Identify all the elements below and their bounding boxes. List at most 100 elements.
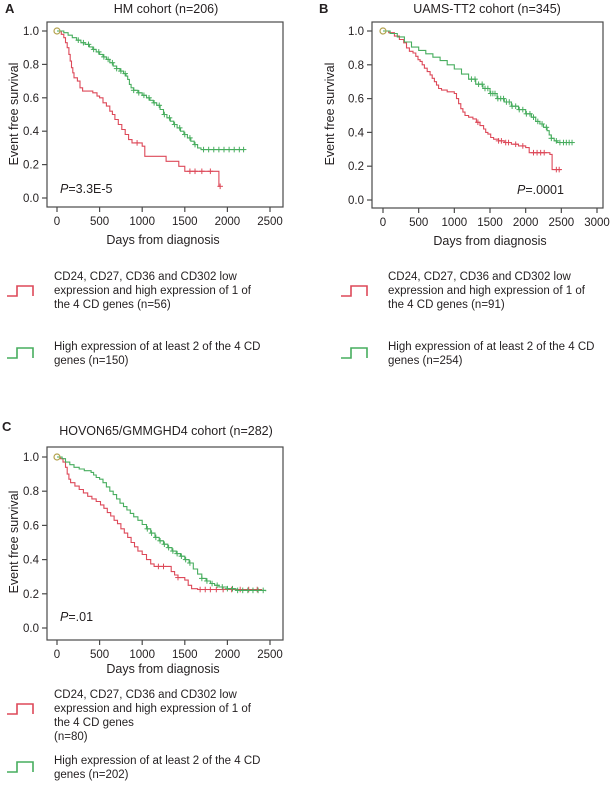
green-step-line-icon [7, 347, 34, 359]
red-step-line-icon [7, 703, 34, 715]
legend-line: CD24, CD27, CD36 and CD302 low [54, 689, 237, 701]
legend-line: the 4 CD genes (n=56) [54, 299, 171, 311]
legend-item-green-a: High expression of at least 2 of the 4 C… [6, 340, 306, 368]
svg-text:0.0: 0.0 [348, 195, 364, 207]
legend-line: genes (n=202) [54, 769, 129, 781]
svg-text:0.2: 0.2 [23, 589, 39, 601]
legend-label-red: CD24, CD27, CD36 and CD302 low expressio… [388, 270, 585, 312]
green-step-line-icon [7, 761, 34, 773]
svg-text:2000: 2000 [215, 216, 241, 228]
svg-text:0: 0 [380, 217, 386, 229]
svg-text:0.6: 0.6 [23, 520, 39, 532]
panel-letter-b: B [319, 1, 329, 16]
km-chart-c: 0.0 0.2 0.4 0.6 0.8 1.0 0 500 1000 1500 2000 2500 [23, 446, 284, 661]
km-chart-a: 0.0 0.2 0.4 0.6 0.8 1.0 0 500 1000 1500 2000 2500 [23, 21, 284, 228]
km-chart-b: 0.0 0.2 0.4 0.6 0.8 1.0 0 500 1000 1500 2000 2500 30… [348, 21, 610, 229]
svg-text:0.8: 0.8 [23, 486, 39, 498]
p-value-a: P=3.3E-5 [60, 182, 112, 196]
x-axis-label-a: Days from diagnosis [106, 233, 220, 247]
legend-key-red [340, 270, 388, 299]
legend-line: the 4 CD genes [54, 717, 134, 729]
svg-text:1.0: 1.0 [348, 26, 364, 38]
svg-text:0.8: 0.8 [23, 59, 39, 71]
svg-text:0.6: 0.6 [23, 93, 39, 105]
svg-text:2000: 2000 [513, 217, 539, 229]
svg-text:2000: 2000 [215, 649, 241, 661]
legend-item-green-b: High expression of at least 2 of the 4 C… [340, 340, 611, 368]
panel-title-b: UAMS-TT2 cohort (n=345) [413, 2, 561, 16]
red-step-line-icon [341, 285, 368, 297]
legend-item-red-c: CD24, CD27, CD36 and CD302 low expressio… [6, 688, 306, 744]
svg-text:0.8: 0.8 [348, 60, 364, 72]
legend-key-red [6, 688, 54, 717]
svg-text:1000: 1000 [442, 217, 468, 229]
svg-text:2500: 2500 [549, 217, 575, 229]
green-step-line-icon [341, 347, 368, 359]
p-value-c: P=.01 [60, 610, 93, 624]
legend-key-green [6, 754, 54, 775]
svg-text:0.0: 0.0 [23, 193, 39, 205]
p-value-b: P=.0001 [517, 183, 564, 197]
svg-text:0: 0 [54, 649, 60, 661]
legend-line: CD24, CD27, CD36 and CD302 low [388, 271, 571, 283]
legend-label-green: High expression of at least 2 of the 4 C… [54, 340, 260, 368]
p-symbol: P [517, 183, 526, 197]
svg-text:1000: 1000 [129, 649, 155, 661]
legend-c: CD24, CD27, CD36 and CD302 low expressio… [6, 688, 306, 782]
svg-text:0.4: 0.4 [23, 555, 40, 567]
legend-line: expression and high expression of 1 of [388, 285, 585, 297]
svg-text:500: 500 [90, 649, 109, 661]
legend-line: (n=80) [54, 731, 88, 743]
panel-letter-c: C [2, 419, 12, 434]
legend-line: CD24, CD27, CD36 and CD302 low [54, 271, 237, 283]
svg-text:0.4: 0.4 [23, 126, 40, 138]
legend-line: expression and high expression of 1 of [54, 703, 251, 715]
x-axis-label-c: Days from diagnosis [106, 662, 220, 676]
legend-label-red: CD24, CD27, CD36 and CD302 low expressio… [54, 270, 251, 312]
svg-text:0.0: 0.0 [23, 623, 39, 635]
legend-a: CD24, CD27, CD36 and CD302 low expressio… [6, 270, 306, 368]
legend-item-green-c: High expression of at least 2 of the 4 C… [6, 754, 306, 782]
svg-text:0.4: 0.4 [348, 127, 365, 139]
svg-text:0.2: 0.2 [23, 160, 39, 172]
legend-item-red-a: CD24, CD27, CD36 and CD302 low expressio… [6, 270, 306, 312]
legend-line: genes (n=254) [388, 355, 463, 367]
svg-text:1500: 1500 [477, 217, 503, 229]
svg-text:1000: 1000 [129, 216, 155, 228]
legend-b: CD24, CD27, CD36 and CD302 low expressio… [340, 270, 611, 368]
svg-text:0.2: 0.2 [348, 161, 364, 173]
legend-line: the 4 CD genes (n=91) [388, 299, 505, 311]
svg-text:1.0: 1.0 [23, 26, 39, 38]
red-step-line-icon [7, 285, 34, 297]
svg-text:1500: 1500 [172, 649, 198, 661]
svg-text:0: 0 [54, 216, 60, 228]
legend-key-red [6, 270, 54, 299]
svg-text:1.0: 1.0 [23, 452, 39, 464]
legend-label-red: CD24, CD27, CD36 and CD302 low expressio… [54, 688, 251, 744]
svg-text:2500: 2500 [257, 216, 283, 228]
panel-title-a: HM cohort (n=206) [113, 2, 219, 16]
svg-text:1500: 1500 [172, 216, 198, 228]
p-symbol: P [60, 182, 69, 196]
legend-key-green [6, 340, 54, 361]
x-axis-label-b: Days from diagnosis [433, 234, 547, 248]
p-value-text: =.0001 [525, 183, 564, 197]
legend-label-green: High expression of at least 2 of the 4 C… [54, 754, 260, 782]
svg-text:0.6: 0.6 [348, 94, 364, 106]
svg-text:3000: 3000 [584, 217, 610, 229]
panel-letter-a: A [5, 1, 15, 16]
legend-line: High expression of at least 2 of the 4 C… [54, 755, 261, 767]
legend-key-green [340, 340, 388, 361]
p-value-text: =.01 [68, 610, 94, 624]
legend-line: expression and high expression of 1 of [54, 285, 251, 297]
svg-text:500: 500 [409, 217, 428, 229]
legend-item-red-b: CD24, CD27, CD36 and CD302 low expressio… [340, 270, 611, 312]
legend-line: genes (n=150) [54, 355, 129, 367]
p-symbol: P [60, 610, 69, 624]
svg-text:2500: 2500 [257, 649, 283, 661]
panel-title-c: HOVON65/GMMGHD4 cohort (n=282) [59, 424, 273, 438]
legend-line: High expression of at least 2 of the 4 C… [54, 341, 261, 353]
legend-label-green: High expression of at least 2 of the 4 C… [388, 340, 594, 368]
p-value-text: =3.3E-5 [68, 182, 113, 196]
